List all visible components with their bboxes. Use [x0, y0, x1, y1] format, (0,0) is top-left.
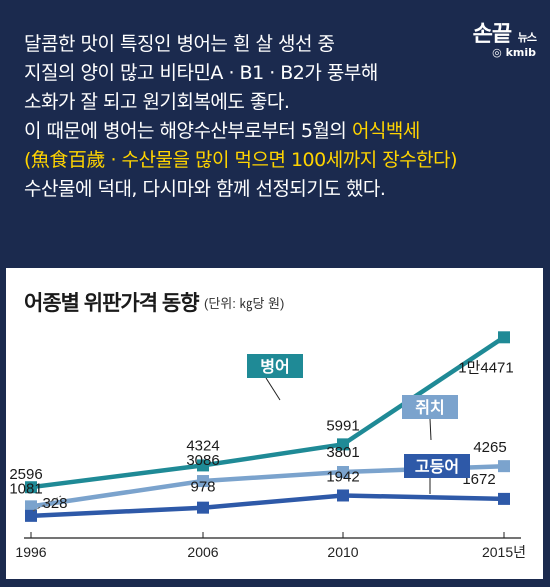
data-label: 328 — [42, 495, 67, 512]
series-callout-label: 병어 — [260, 358, 289, 376]
price-trend-chart: 어종별 위판가격 동향 (단위: ㎏당 원) 1996 2006 2010 2015년… — [9, 291, 526, 560]
chart-subtitle: (단위: ㎏당 원) — [204, 296, 284, 312]
data-label: 1942 — [326, 468, 359, 485]
data-point — [337, 438, 349, 451]
series-callout-label: 고등어 — [415, 458, 459, 476]
series-callout-box — [402, 395, 458, 419]
intro-line-text: 이 때문에 병어는 해양수산부로부터 5월의 — [24, 120, 352, 142]
data-point — [498, 460, 510, 473]
chart-title: 어종별 위판가격 동향 — [24, 291, 199, 315]
brand-tag: 뉴스 — [517, 31, 537, 44]
data-label: 978 — [190, 479, 215, 496]
intro-line: 지질의 양이 많고 비타민A · B1 · B2가 풍부해 — [24, 62, 378, 84]
data-label: 4324 — [186, 437, 219, 454]
series-line-병어 — [30, 335, 506, 490]
data-point — [197, 459, 209, 472]
data-point — [25, 509, 37, 522]
data-point — [197, 475, 209, 488]
data-label: 1672 — [462, 471, 495, 488]
intro-line-highlight: (魚食百歲 · 수산물을 많이 먹으면 100세까지 장수한다) — [24, 149, 458, 171]
intro-line: 수산물에 덕대, 다시마와 함께 선정되기도 했다. — [24, 178, 386, 200]
series-callout-box — [247, 354, 303, 378]
data-point — [498, 492, 510, 505]
data-label: 3086 — [186, 452, 219, 469]
data-label: 1만4471 — [458, 359, 514, 376]
x-tick-label: 2006 — [187, 544, 218, 560]
callout-leader — [265, 377, 281, 401]
intro-line: 달콤한 맛이 특징인 병어는 흰 살 생선 중 — [24, 33, 335, 55]
brand-logo: 손끝 뉴스 ◎ kmib — [472, 16, 537, 59]
data-point — [498, 331, 510, 344]
intro-line: 이 때문에 병어는 해양수산부로부터 5월의 어식백세 — [24, 117, 457, 146]
data-point — [25, 500, 37, 513]
data-label: 3801 — [326, 444, 359, 461]
x-tick-label: 2010 — [327, 544, 358, 560]
x-tick-label: 2015년 — [482, 544, 526, 560]
brand-sub: ◎ kmib — [492, 46, 536, 59]
data-label: 5991 — [326, 417, 359, 434]
highlight-term: 어식백세 — [351, 120, 420, 142]
data-point — [337, 466, 349, 479]
chart-panel: 어종별 위판가격 동향 (단위: ㎏당 원) 1996 2006 2010 2015년… — [6, 268, 543, 579]
callout-leader — [429, 418, 432, 441]
series-callout-box — [404, 454, 470, 478]
series-line-고등어 — [30, 493, 505, 519]
data-point — [197, 501, 209, 514]
brand-name: 손끝 — [472, 22, 512, 47]
data-label: 1081 — [9, 480, 42, 497]
data-point — [25, 481, 37, 494]
data-label: 2596 — [9, 466, 42, 483]
label-leader-line — [32, 495, 62, 512]
data-label: 4265 — [473, 439, 506, 456]
x-tick-label: 1996 — [15, 544, 46, 560]
intro-text: 달콤한 맛이 특징인 병어는 흰 살 생선 중 지질의 양이 많고 비타민A ·… — [24, 30, 458, 204]
data-point — [337, 489, 349, 502]
intro-line: 소화가 잘 되고 원기회복에도 좋다. — [24, 91, 290, 113]
intro-panel: 달콤한 맛이 특징인 병어는 흰 살 생선 중 지질의 양이 많고 비타민A ·… — [0, 0, 550, 262]
series-callout-label: 쥐치 — [415, 399, 444, 417]
